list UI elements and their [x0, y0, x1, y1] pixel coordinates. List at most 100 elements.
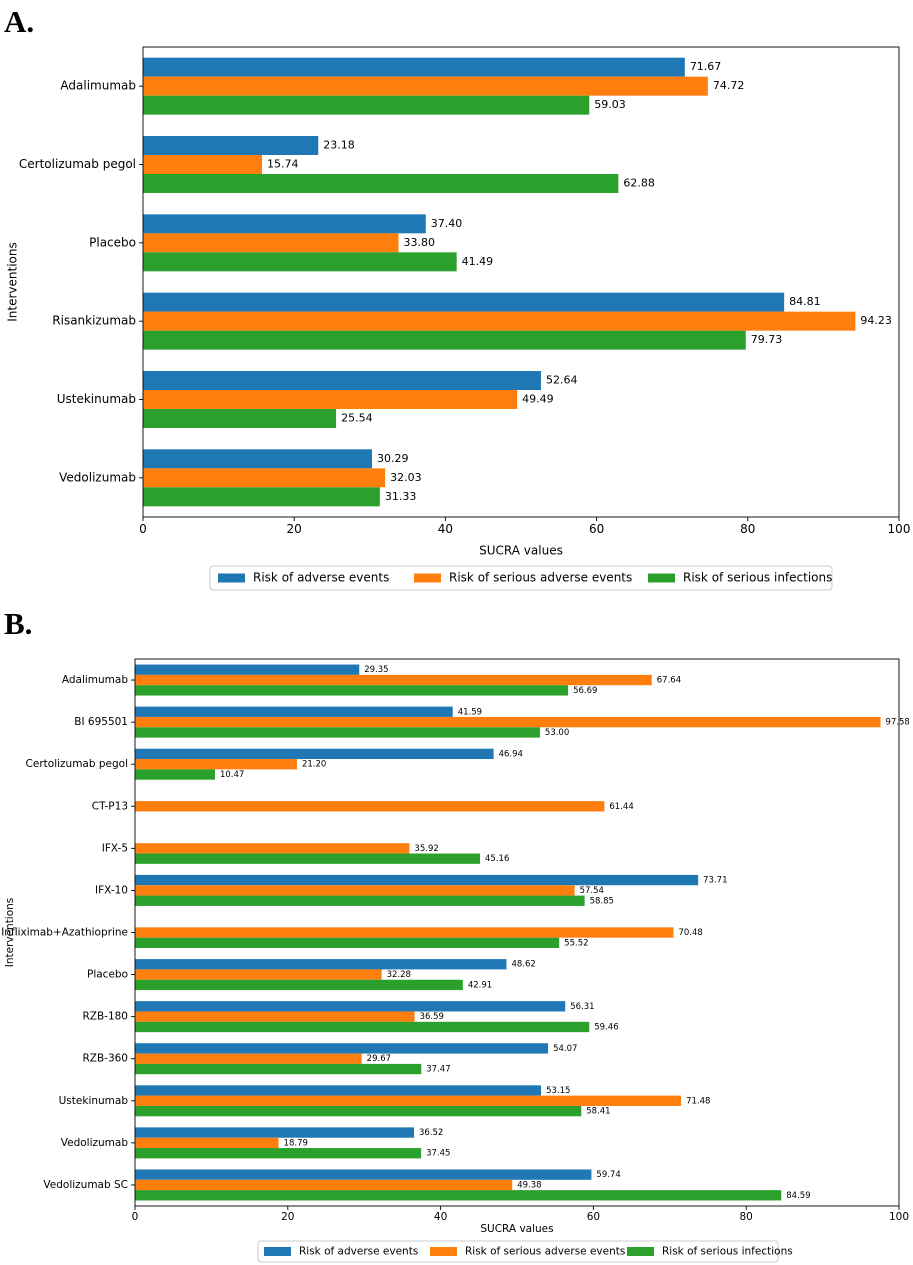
panel-b-x-axis-title: SUCRA values — [480, 1223, 553, 1235]
panel-b-xtick-label-6: 100 — [889, 1211, 909, 1223]
panel-a-legend-box — [209, 565, 833, 591]
panel-b-bar-s3-9 — [135, 1021, 590, 1033]
panel-b-value-label-s3-3: 10.47 — [220, 770, 244, 780]
panel-b-value-label-s2-9: 36.59 — [420, 1012, 444, 1022]
panel-b-value-label-s1-13: 59.74 — [596, 1170, 620, 1180]
panel-b-bar-s1-6 — [135, 874, 699, 886]
panel-a-value-label-s3-3: 41.49 — [462, 255, 494, 268]
panel-b-value-label-s2-2: 97.58 — [886, 718, 910, 728]
panel-b-value-label-s1-9: 56.31 — [570, 1002, 594, 1012]
panel-a-value-label-s1-5: 52.64 — [546, 374, 578, 387]
panel-b-bar-s3-3 — [135, 769, 215, 780]
panel-b-category-label-11: Ustekinumab — [59, 1095, 129, 1107]
panel-a-value-label-s1-4: 84.81 — [789, 295, 821, 308]
panel-b-category-label-2: BI 695501 — [74, 716, 128, 728]
panel-a-value-label-s2-1: 74.72 — [713, 79, 745, 92]
panel-a-category-label-3: Placebo — [89, 235, 136, 249]
panel-a-value-label-s2-6: 32.03 — [390, 471, 422, 484]
panel-b-value-label-s2-3: 21.20 — [302, 760, 326, 770]
panel-b-bar-s3-6 — [135, 895, 585, 906]
panel-a-value-label-s3-4: 79.73 — [751, 333, 783, 346]
panel-b-bar-s1-3 — [135, 748, 494, 760]
panel-a-bar-s3-1 — [143, 95, 590, 115]
panel-b-legend-label-1: Risk of adverse events — [299, 1246, 418, 1258]
panel-b-bar-s1-11 — [135, 1085, 542, 1096]
panel-b-category-label-5: IFX-5 — [102, 842, 128, 854]
panel-b-value-label-s3-6: 58.85 — [590, 896, 614, 906]
panel-b-bar-s1-2 — [135, 706, 453, 717]
panel-b-value-label-s3-9: 59.46 — [594, 1022, 618, 1032]
panel-b-value-label-s3-10: 37.47 — [426, 1065, 450, 1075]
panel-b-bar-s2-5 — [135, 843, 410, 854]
panel-b-bar-s3-13 — [135, 1190, 782, 1201]
panel-b-value-label-s3-13: 84.59 — [786, 1191, 810, 1201]
panel-a-value-label-s2-5: 49.49 — [522, 393, 554, 406]
panel-a-value-label-s1-3: 37.40 — [431, 217, 463, 230]
panel-b-value-label-s3-12: 37.45 — [426, 1149, 450, 1159]
panel-b-category-label-1: Adalimumab — [62, 674, 128, 686]
panel-b-letter: B. — [4, 606, 33, 641]
panel-b-bar-s3-8 — [135, 979, 463, 991]
panel-b-bar-s2-1 — [135, 674, 652, 686]
panel-a-xtick-label-4: 60 — [589, 522, 604, 536]
panel-a-bar-s1-1 — [143, 57, 685, 77]
panel-b-value-label-s1-8: 48.62 — [511, 960, 535, 970]
panel-b-y-axis-title: Interventions — [4, 898, 16, 968]
panel-b-value-label-s3-1: 56.69 — [573, 686, 597, 696]
panel-b-bar-s2-6 — [135, 885, 575, 896]
panel-b-bar-s2-3 — [135, 759, 297, 770]
panel-a-value-label-s2-4: 94.23 — [860, 314, 892, 327]
panel-b-bar-s1-13 — [135, 1169, 592, 1180]
panel-b-category-label-10: RZB-360 — [82, 1053, 128, 1065]
panel-b-category-label-8: Placebo — [87, 969, 128, 981]
panel-a-value-label-s1-1: 71.67 — [690, 60, 722, 73]
panel-a-letter: A. — [4, 4, 35, 39]
panel-b-bar-s3-12 — [135, 1148, 422, 1159]
panel-a-bar-s2-3 — [143, 233, 399, 253]
panel-b-legend-swatch-3 — [627, 1247, 654, 1256]
panel-b-value-label-s2-10: 29.67 — [367, 1054, 391, 1064]
panel-b-value-label-s3-5: 45.16 — [485, 854, 509, 864]
panel-b-value-label-s1-3: 46.94 — [499, 749, 523, 759]
panel-a-bar-s3-6 — [143, 487, 380, 507]
panel-a-value-label-s1-6: 30.29 — [377, 452, 409, 465]
panel-b-legend-swatch-2 — [430, 1247, 457, 1256]
panel-b-bar-s1-10 — [135, 1043, 549, 1054]
panel-b-legend-swatch-1 — [264, 1247, 291, 1256]
panel-b-category-label-6: IFX-10 — [95, 884, 128, 896]
panel-a-category-label-5: Ustekinumab — [57, 392, 136, 406]
panel-b-bar-s2-9 — [135, 1011, 415, 1022]
panel-a-bar-s3-4 — [143, 330, 746, 350]
panel-a-legend-label-3: Risk of serious infections — [683, 571, 832, 585]
panel-a-bar-s2-6 — [143, 468, 386, 488]
panel-b-category-label-3: Certolizumab pegol — [26, 758, 128, 770]
panel-a-bar-s3-5 — [143, 409, 337, 428]
panel-b-value-label-s2-13: 49.38 — [517, 1180, 541, 1190]
panel-b-xtick-label-4: 60 — [587, 1211, 600, 1223]
panel-b-value-label-s3-7: 55.52 — [564, 938, 588, 948]
panel-b-value-label-s1-12: 36.52 — [419, 1128, 443, 1138]
panel-b-value-label-s2-5: 35.92 — [414, 844, 438, 854]
panel-b-legend-box — [257, 1240, 779, 1263]
panel-a-value-label-s3-6: 31.33 — [385, 490, 417, 503]
panel-a-legend-label-1: Risk of adverse events — [253, 571, 389, 585]
panel-b-category-label-12: Vedolizumab — [61, 1137, 129, 1149]
panel-b-bar-s3-1 — [135, 685, 569, 696]
panel-a-value-label-s3-2: 62.88 — [623, 177, 655, 190]
panel-a-bar-s3-3 — [143, 252, 457, 272]
panel-a-xtick-label-2: 20 — [287, 522, 302, 536]
panel-b-category-label-9: RZB-180 — [82, 1011, 128, 1023]
panel-b-bar-s3-2 — [135, 727, 540, 738]
panel-b-value-label-s2-4: 61.44 — [609, 802, 633, 812]
panel-b-value-label-s2-11: 71.48 — [686, 1096, 710, 1106]
panel-b-value-label-s1-6: 73.71 — [703, 876, 727, 886]
panel-a-y-axis-title: Interventions — [6, 242, 20, 322]
panel-a-xtick-label-5: 80 — [740, 522, 755, 536]
panel-b-xtick-label-2: 20 — [281, 1211, 294, 1223]
panel-a-category-label-4: Risankizumab — [52, 314, 136, 328]
panel-b-bar-s2-13 — [135, 1179, 513, 1191]
panel-a-plot-frame — [142, 46, 900, 518]
panel-b-bar-s3-5 — [135, 853, 481, 864]
panel-a-x-axis-title: SUCRA values — [479, 544, 563, 558]
panel-b-bar-s2-7 — [135, 927, 674, 938]
